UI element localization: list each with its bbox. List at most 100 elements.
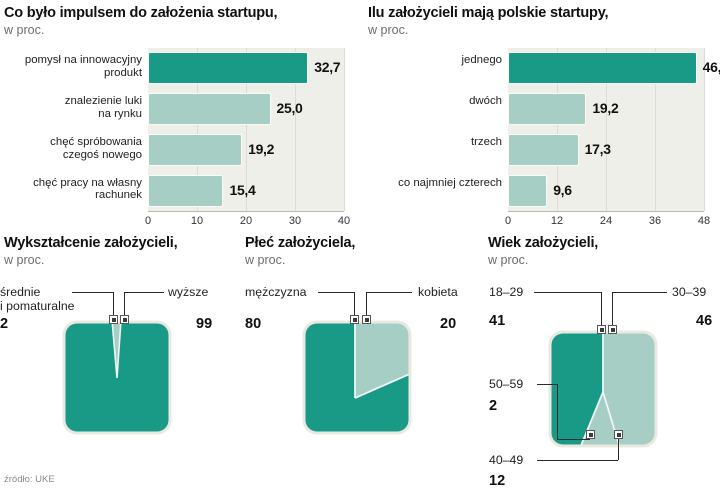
leader-knob-30-39 (608, 325, 617, 334)
x-axis-tick: 30 (288, 215, 302, 227)
panel-plec-subtitle: w proc. (245, 253, 286, 268)
panel-wiek-title: Wiek założycieli, (488, 235, 599, 251)
legend-label-30-39: 30–39 (672, 285, 707, 299)
legend-label-srednie: średnie i pomaturalne (0, 285, 75, 313)
bar-category-label: trzech (470, 135, 502, 148)
leader-line-40-49-v (618, 436, 619, 460)
x-axis-line (508, 211, 704, 212)
bar-category-label: pomysł na innowacyjny produkt (24, 54, 142, 80)
panel-zalozyciele-subtitle: w proc. (368, 23, 409, 38)
bar-value-label: 17,3 (584, 140, 611, 157)
leader-line-mezczyzna-v (354, 292, 355, 316)
leader-line-18-29-v (601, 292, 602, 326)
panel-wiek: Wiek założycieli, w proc. (488, 235, 599, 268)
leader-knob-mezczyzna (350, 315, 359, 324)
bar-value-label: 46,2 (702, 59, 720, 76)
legend-value-30-39: 46 (696, 313, 713, 329)
x-axis-tick: 10 (190, 215, 204, 227)
leader-line-30-39-v (612, 292, 613, 326)
bar (508, 52, 697, 85)
bar-category-label: co najmniej czterech (398, 176, 502, 189)
grid-line (606, 48, 607, 211)
leader-line-50-59-h2 (557, 439, 590, 440)
grid-line (344, 48, 345, 211)
x-axis-tick: 48 (697, 215, 711, 227)
square-pie-wyksztalcenie (62, 320, 172, 435)
leader-line-srednie-v (113, 292, 114, 316)
leader-line-30-39-h (612, 292, 667, 293)
leader-line-wyzsze-v (124, 292, 125, 316)
bar-value-label: 19,2 (248, 140, 275, 157)
pie-slice-srednie (112, 322, 121, 378)
leader-knob-18-29 (597, 325, 606, 334)
leader-line-wyzsze-h (124, 292, 164, 293)
pie-slice-divider (111, 322, 122, 379)
bar-category-label: chęć spróbowania czegoś nowego (50, 135, 142, 161)
grid-line (655, 48, 656, 211)
legend-label-mezczyzna: mężczyzna (245, 285, 307, 299)
legend-value-kobieta: 20 (440, 316, 457, 332)
panel-wiek-subtitle: w proc. (488, 253, 529, 268)
bar (148, 52, 309, 85)
pie-slice-50-59 (550, 392, 603, 446)
grid-line (295, 48, 296, 211)
leader-line-40-49-h (537, 460, 618, 461)
bar-category-label: dwóch (469, 95, 502, 108)
panel-plec-title: Płeć założyciela, (245, 235, 356, 251)
leader-knob-50-59 (586, 430, 595, 439)
panel-impuls-title: Co było impulsem do założenia startupu, (4, 5, 278, 21)
pie-slice-divider (354, 322, 410, 399)
legend-value-50-59: 2 (489, 398, 498, 414)
bar-value-label: 9,6 (553, 181, 572, 198)
grid-line (246, 48, 247, 211)
bar (508, 93, 587, 126)
bar-chart-zalozyciele: 0 12 24 36 48 jednego 46,2 dwóch 19,2 trzech 17,3 c… (360, 48, 720, 227)
leader-line-50-59-v (557, 384, 558, 439)
panel-impuls-subtitle: w proc. (4, 23, 45, 38)
bar-value-label: 25,0 (276, 100, 303, 117)
panel-wyksztalcenie-subtitle: w proc. (4, 253, 45, 268)
panel-wyksztalcenie-title: Wykształcenie założycieli, (4, 235, 178, 251)
bar-chart-impuls: 0 10 20 30 40 pomysł na innowacyjny produkt 32… (0, 48, 352, 227)
x-axis-tick: 0 (144, 215, 152, 227)
panel-zalozyciele-title: Ilu założycieli mają polskie startupy, (368, 5, 609, 21)
legend-value-18-29: 41 (489, 313, 506, 329)
grid-line (704, 48, 705, 211)
source-note: źródło: UKE (4, 474, 55, 485)
legend-value-40-49: 12 (489, 473, 506, 489)
bar-value-label: 15,4 (229, 181, 256, 198)
x-axis-tick: 40 (337, 215, 351, 227)
legend-label-40-49: 40–49 (489, 453, 524, 467)
x-axis-tick: 24 (599, 215, 613, 227)
x-axis-tick: 36 (648, 215, 662, 227)
grid-line (557, 48, 558, 211)
legend-value-mezczyzna: 80 (245, 316, 262, 332)
legend-label-wyzsze: wyższe (168, 285, 209, 299)
panel-plec: Płeć założyciela, w proc. (245, 235, 356, 268)
square-pie-wiek (548, 330, 658, 448)
bar-value-label: 32,7 (314, 59, 341, 76)
bar (508, 133, 579, 166)
legend-label-18-29: 18–29 (489, 285, 524, 299)
leader-line-kobieta-h (366, 292, 412, 293)
panel-wyksztalcenie: Wykształcenie założycieli, w proc. (4, 235, 178, 268)
leader-line-kobieta-v (366, 292, 367, 316)
legend-label-50-59: 50–59 (489, 377, 524, 391)
panel-zalozyciele: Ilu założycieli mają polskie startupy, w… (368, 5, 609, 38)
bar-category-label: znalezienie luki na rynku (64, 95, 142, 120)
bar (148, 93, 271, 126)
leader-line-srednie-h (72, 292, 113, 293)
leader-line-50-59-h (537, 384, 557, 385)
bar (508, 174, 548, 207)
legend-label-kobieta: kobieta (418, 285, 458, 299)
x-axis-tick: 20 (239, 215, 253, 227)
x-axis-tick: 12 (550, 215, 564, 227)
leader-knob-srednie (109, 315, 118, 324)
bar-category-label: chęć pracy na własny rachunek (33, 176, 142, 202)
square-pie-plec (302, 320, 412, 435)
leader-line-mezczyzna-h (318, 292, 354, 293)
grid-line (197, 48, 198, 211)
leader-line-18-29-h (534, 292, 601, 293)
leader-knob-40-49 (614, 430, 623, 439)
panel-impuls: Co było impulsem do założenia startupu, … (4, 5, 278, 38)
